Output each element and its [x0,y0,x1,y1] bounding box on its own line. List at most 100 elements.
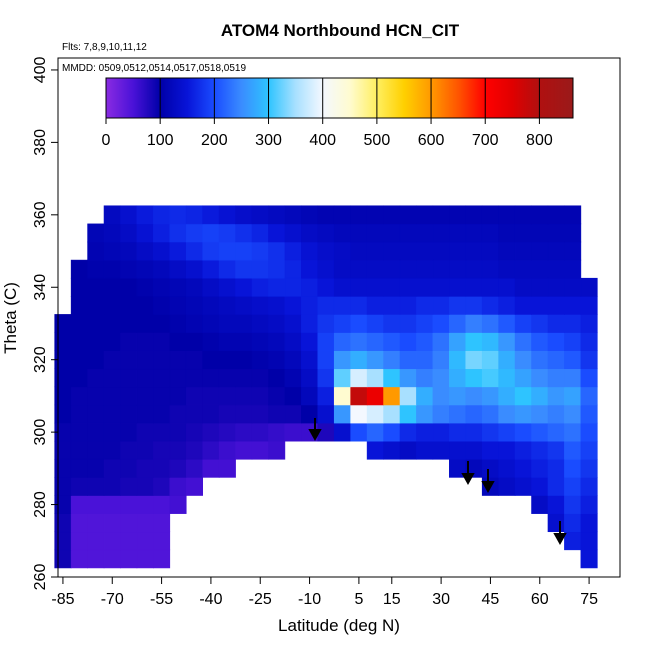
heatmap-cell [70,386,88,406]
heatmap-cell [284,314,302,333]
heatmap-cell [547,223,565,243]
heatmap-cell [251,368,269,388]
heatmap-cell [564,368,582,388]
heatmap-cell [564,422,582,442]
heatmap-cell [465,386,483,406]
heatmap-cell [153,549,171,569]
heatmap-cell [251,205,269,225]
heatmap-cell [514,477,532,496]
heatmap-cell [169,477,187,496]
heatmap-cell [120,477,138,496]
heatmap-cell [383,314,401,333]
heatmap-cell [120,259,138,279]
heatmap-cell [169,404,187,424]
heatmap-cell [416,259,434,279]
heatmap-cell [235,350,253,370]
heatmap-cell [284,404,302,424]
x-tick-label: 15 [383,591,401,608]
heatmap-cell [317,296,335,315]
heatmap-cell [136,495,154,514]
heatmap-cell [218,350,236,370]
heatmap-cell [514,223,532,243]
heatmap-cell [120,205,138,225]
heatmap-cell [580,495,598,514]
heatmap-cell [580,513,598,533]
heatmap-cell [120,350,138,370]
heatmap-cell [580,296,598,315]
heatmap-cell [202,386,220,406]
arrows [308,418,567,546]
heatmap-cell [202,350,220,370]
heatmap-cell [70,350,88,370]
x-tick-label: -40 [199,591,222,608]
y-tick-label: 320 [32,346,49,373]
heatmap-cell [70,314,88,333]
heatmap-cell [416,368,434,388]
heatmap-cell [547,458,565,478]
heatmap-cell [317,223,335,243]
heatmap-cell [103,296,121,315]
heatmap-cell [416,277,434,297]
heatmap-cell [218,277,236,297]
heatmap-cell [202,458,220,478]
heatmap-cell [465,368,483,388]
heatmap-cell [531,422,549,442]
arrow-head [461,473,475,486]
heatmap-cell [136,549,154,569]
subtitle: Flts: 7,8,9,10,11,12 [62,42,147,53]
heatmap-cell [185,314,203,333]
heatmap-cell [564,440,582,460]
heatmap-cell [350,422,368,442]
heatmap-cell [185,477,203,496]
heatmap-cell [481,277,499,297]
heatmap-cell [87,332,105,351]
heatmap-cell [218,422,236,442]
heatmap-cell [514,440,532,460]
heatmap-cell [580,404,598,424]
heatmap-cell [481,314,499,333]
heatmap-cell [366,259,384,279]
heatmap-cell [153,440,171,460]
heatmap-cell [169,495,187,514]
heatmap-cell [251,277,269,297]
heatmap-cell [153,350,171,370]
heatmap-cell [449,332,467,351]
heatmap-cell [87,495,105,514]
heatmap-cell [399,205,417,225]
heatmap-cell [547,332,565,351]
colorbar-tick-label: 600 [418,132,445,149]
heatmap-cell [54,386,72,406]
heatmap-cell [103,458,121,478]
heatmap-cell [333,386,351,406]
heatmap-cell [580,368,598,388]
heatmap-cell [103,513,121,533]
annotation: MMDD: 0509,0512,0514,0517,0518,0519 [62,63,246,74]
heatmap-cell [120,495,138,514]
heatmap-cell [169,440,187,460]
heatmap-cell [103,549,121,569]
heatmap-cell [54,477,72,496]
heatmap-cell [481,296,499,315]
x-tick-label: 5 [354,591,363,608]
heatmap-cell [416,440,434,460]
heatmap-cell [580,277,598,297]
heatmap-cell [531,458,549,478]
heatmap-cell [136,404,154,424]
heatmap-cell [218,223,236,243]
colorbar-tick-label: 400 [309,132,336,149]
heatmap-cell [251,422,269,442]
heatmap-cell [70,440,88,460]
heatmap-cell [218,386,236,406]
heatmap-cell [169,332,187,351]
heatmap-cell [432,350,450,370]
heatmap-cell [136,386,154,406]
heatmap-cell [136,332,154,351]
heatmap-cell [498,241,516,261]
heatmap-cell [416,332,434,351]
heatmap-cell [301,296,319,315]
y-tick-label: 280 [32,491,49,518]
heatmap-cell [268,205,286,225]
heatmap-cell [218,332,236,351]
heatmap-cell [218,404,236,424]
x-tick-label: -85 [51,591,74,608]
